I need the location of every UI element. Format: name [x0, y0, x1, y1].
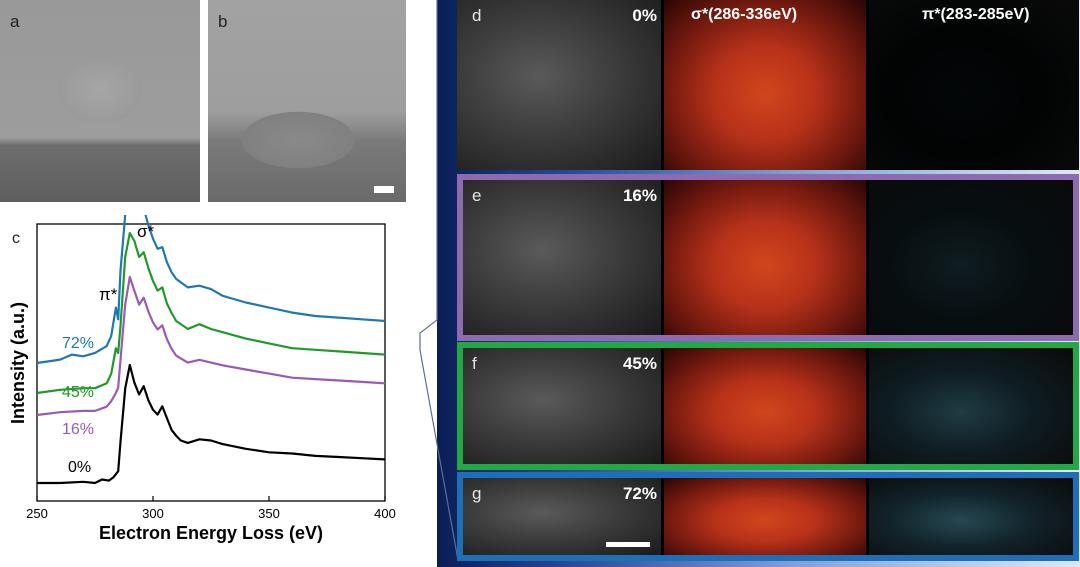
series-label-45: 45% — [62, 384, 94, 401]
sigma-star-annotation: σ* — [137, 222, 154, 241]
panel-label-b: b — [218, 12, 228, 31]
x-tick-label: 350 — [258, 506, 280, 521]
pi-star-annotation: π* — [99, 285, 118, 304]
pi-column-header: π*(283-285eV) — [922, 6, 1030, 23]
haadf-cell-e — [463, 180, 661, 335]
x-axis-label: Electron Energy Loss (eV) — [99, 523, 323, 543]
pi-map-cell-d — [869, 0, 1079, 170]
eels-spectra-chart: c 250 300 350 400 Electron Energy Loss (eV)… — [8, 215, 396, 543]
zoom-callout-lines — [419, 0, 459, 561]
panel-label-c: c — [12, 230, 20, 247]
x-tick-label: 250 — [26, 506, 48, 521]
series-label-72: 72% — [62, 335, 94, 352]
series-line-45pct — [36, 231, 386, 395]
sigma-map-cell-f — [664, 348, 866, 464]
scale-bar — [374, 186, 394, 193]
series-line-72pct — [36, 215, 386, 365]
row-label-g: g — [472, 484, 482, 503]
haadf-cell-f — [463, 348, 661, 464]
row-percent-e: 16% — [622, 186, 657, 205]
y-axis-label: Intensity (a.u.) — [8, 302, 28, 424]
x-tick-label: 300 — [142, 506, 164, 521]
map-scale-bar — [606, 542, 650, 547]
row-percent-f: 45% — [622, 354, 657, 373]
row-label-d: d — [472, 6, 482, 25]
series-line-16pct — [36, 275, 386, 417]
sigma-map-cell-g — [664, 478, 866, 555]
row-percent-d: 0% — [632, 6, 657, 25]
series-label-16: 16% — [62, 421, 94, 438]
haadf-cell-d — [457, 0, 661, 170]
sigma-map-cell-d — [664, 0, 866, 170]
tem-image-b: b — [208, 0, 406, 202]
pi-map-cell-f — [869, 348, 1073, 464]
pi-map-cell-e — [869, 180, 1073, 335]
tem-image-a: a — [0, 0, 200, 202]
panel-label-a: a — [10, 12, 20, 31]
x-tick-label: 400 — [374, 506, 396, 521]
sigma-map-cell-e — [664, 180, 866, 335]
pi-map-cell-g — [869, 478, 1073, 555]
series-line-0pct — [37, 363, 386, 485]
series-label-0: 0% — [68, 459, 91, 476]
row-percent-g: 72% — [622, 484, 657, 503]
row-label-e: e — [472, 186, 482, 205]
row-label-f: f — [472, 354, 477, 373]
sigma-column-header: σ*(286-336eV) — [691, 6, 798, 23]
